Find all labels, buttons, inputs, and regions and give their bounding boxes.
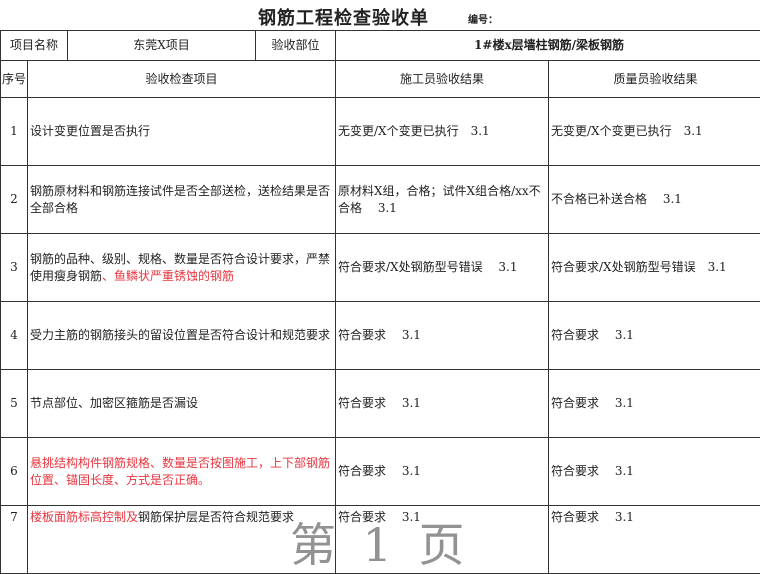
row-item: 钢筋的品种、级别、规格、数量是否符合设计要求，严禁使用瘦身钢筋、鱼鳞状严重锈蚀的…	[28, 234, 336, 302]
item-text: 受力主筋的钢筋接头的留设位置是否符合设计和规范要求	[30, 328, 330, 342]
form-title: 钢筋工程检查验收单	[258, 4, 429, 30]
row-seq: 2	[1, 166, 28, 234]
row-item: 悬挑结构构件钢筋规格、数量是否按图施工，上下部钢筋位置、锚固长度、方式是否正确。	[28, 438, 336, 506]
row-seq: 6	[1, 438, 28, 506]
project-value: 东莞X项目	[68, 31, 256, 61]
item-text-rest: 钢筋保护层是否符合规范要求	[138, 510, 294, 524]
table-row: 2 钢筋原材料和钢筋连接试件是否全部送检，送检结果是否全部合格 原材料X组，合格…	[1, 166, 760, 234]
item-text: 钢筋原材料和钢筋连接试件是否全部送检，送检结果是否全部合格	[30, 184, 330, 215]
row-quality-result: 符合要求 3.1	[549, 302, 760, 370]
row-item: 受力主筋的钢筋接头的留设位置是否符合设计和规范要求	[28, 302, 336, 370]
row-quality-result: 符合要求 3.1	[549, 370, 760, 438]
row-seq: 1	[1, 98, 28, 166]
item-text-highlight: 、鱼鳞状严重锈蚀的钢筋	[102, 269, 234, 283]
row-quality-result: 无变更/X个变更已执行 3.1	[549, 98, 760, 166]
location-value: 1#楼x层墙柱钢筋/梁板钢筋	[336, 31, 760, 61]
header-quality: 质量员验收结果	[549, 61, 760, 98]
item-text-highlight: 悬挑结构构件钢筋规格、数量是否按图施工，上下部钢筋位置、锚固长度、方式是否正确。	[30, 456, 330, 487]
table-row: 5 节点部位、加密区箍筋是否漏设 符合要求 3.1 符合要求 3.1	[1, 370, 760, 438]
row-constructor-result: 符合要求/X处钢筋型号错误 3.1	[336, 234, 549, 302]
row-item: 节点部位、加密区箍筋是否漏设	[28, 370, 336, 438]
header-seq: 序号	[1, 61, 28, 98]
form-header: 钢筋工程检查验收单 编号：	[0, 4, 760, 30]
table-row: 4 受力主筋的钢筋接头的留设位置是否符合设计和规范要求 符合要求 3.1 符合要…	[1, 302, 760, 370]
number-label: 编号：	[468, 11, 498, 26]
row-seq: 3	[1, 234, 28, 302]
row-quality-result: 不合格已补送合格 3.1	[549, 166, 760, 234]
row-constructor-result: 符合要求 3.1	[336, 506, 549, 574]
row-constructor-result: 符合要求 3.1	[336, 438, 549, 506]
row-constructor-result: 符合要求 3.1	[336, 370, 549, 438]
table-row: 1 设计变更位置是否执行 无变更/X个变更已执行 3.1 无变更/X个变更已执行…	[1, 98, 760, 166]
row-constructor-result: 符合要求 3.1	[336, 302, 549, 370]
row-constructor-result: 原材料X组，合格；试件X组合格/xx不合格 3.1	[336, 166, 549, 234]
row-item: 钢筋原材料和钢筋连接试件是否全部送检，送检结果是否全部合格	[28, 166, 336, 234]
row-quality-result: 符合要求/X处钢筋型号错误 3.1	[549, 234, 760, 302]
item-text-highlight: 楼板面筋标高控制及	[30, 510, 138, 524]
table-row: 6 悬挑结构构件钢筋规格、数量是否按图施工，上下部钢筋位置、锚固长度、方式是否正…	[1, 438, 760, 506]
header-constructor: 施工员验收结果	[336, 61, 549, 98]
row-quality-result: 符合要求 3.1	[549, 506, 760, 574]
row-quality-result: 符合要求 3.1	[549, 438, 760, 506]
header-item: 验收检查项目	[28, 61, 336, 98]
row-seq: 7	[1, 506, 28, 574]
item-text: 设计变更位置是否执行	[30, 124, 150, 138]
row-seq: 5	[1, 370, 28, 438]
row-item: 楼板面筋标高控制及钢筋保护层是否符合规范要求	[28, 506, 336, 574]
table-row: 7 楼板面筋标高控制及钢筋保护层是否符合规范要求 符合要求 3.1 符合要求 3…	[1, 506, 760, 574]
row-constructor-result: 无变更/X个变更已执行 3.1	[336, 98, 549, 166]
item-text: 节点部位、加密区箍筋是否漏设	[30, 396, 198, 410]
row-item: 设计变更位置是否执行	[28, 98, 336, 166]
header-row: 序号 验收检查项目 施工员验收结果 质量员验收结果	[1, 61, 760, 98]
info-row: 项目名称 东莞X项目 验收部位 1#楼x层墙柱钢筋/梁板钢筋	[1, 31, 760, 61]
table-row: 3 钢筋的品种、级别、规格、数量是否符合设计要求，严禁使用瘦身钢筋、鱼鳞状严重锈…	[1, 234, 760, 302]
row-seq: 4	[1, 302, 28, 370]
location-label: 验收部位	[256, 31, 336, 61]
inspection-table: 项目名称 东莞X项目 验收部位 1#楼x层墙柱钢筋/梁板钢筋 序号 验收检查项目…	[0, 30, 760, 574]
project-label: 项目名称	[1, 31, 68, 61]
